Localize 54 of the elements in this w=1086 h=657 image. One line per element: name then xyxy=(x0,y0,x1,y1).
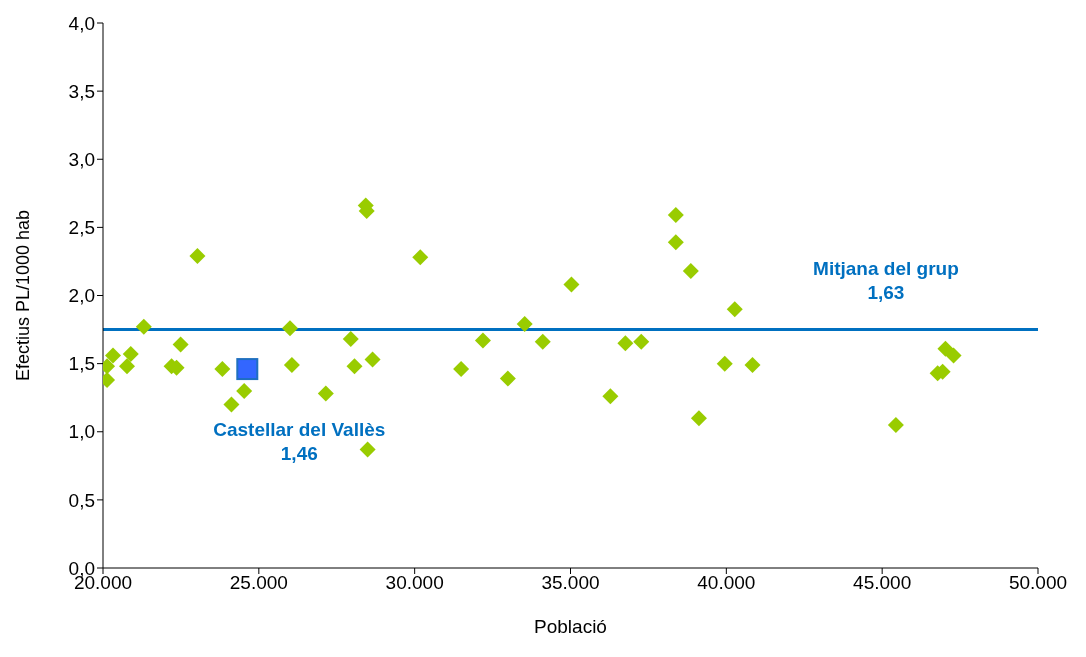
point xyxy=(499,370,516,387)
point xyxy=(945,347,962,364)
point xyxy=(617,335,634,352)
y-tick-label: 1,0 xyxy=(68,421,95,443)
point xyxy=(633,333,650,350)
point xyxy=(223,396,240,413)
point xyxy=(214,361,231,378)
point xyxy=(104,347,121,364)
point xyxy=(726,301,743,318)
point xyxy=(667,234,684,251)
y-tick-label: 2,5 xyxy=(68,217,95,239)
annotation: Mitjana del grup 1,63 xyxy=(813,257,959,303)
point xyxy=(317,385,334,402)
point xyxy=(744,356,761,373)
point xyxy=(236,358,259,381)
point xyxy=(887,416,904,433)
x-tick-label: 35.000 xyxy=(541,572,600,594)
x-axis-title: Població xyxy=(534,616,607,637)
point xyxy=(682,262,699,279)
point xyxy=(364,351,381,368)
annotation: Castellar del Vallès 1,46 xyxy=(213,419,386,465)
point xyxy=(563,276,580,293)
point xyxy=(342,331,359,348)
point xyxy=(236,382,253,399)
y-tick-label: 1,5 xyxy=(68,353,95,375)
x-tick-label: 25.000 xyxy=(229,572,288,594)
point xyxy=(412,249,429,266)
y-tick-label: 4,0 xyxy=(68,12,95,34)
x-tick-label: 50.000 xyxy=(1008,572,1068,594)
y-tick-label: 3,5 xyxy=(68,80,95,102)
point xyxy=(690,410,707,427)
x-tick-label: 40.000 xyxy=(697,572,756,594)
point xyxy=(283,356,300,373)
x-tick-label: 30.000 xyxy=(385,572,444,594)
point xyxy=(122,346,139,363)
point xyxy=(667,207,684,224)
point xyxy=(282,320,298,337)
point xyxy=(453,361,470,378)
y-tick-label: 2,0 xyxy=(68,285,95,307)
point xyxy=(359,441,376,458)
y-tick-label: 0,5 xyxy=(68,489,95,511)
point xyxy=(189,247,206,264)
point xyxy=(716,355,733,372)
point xyxy=(172,336,189,353)
y-tick-label: 3,0 xyxy=(68,148,95,170)
point xyxy=(346,358,363,375)
point xyxy=(474,332,491,349)
x-tick-label: 45.000 xyxy=(853,572,912,594)
y-axis-title: Efectius PL/1000 hab xyxy=(13,209,34,382)
point xyxy=(119,358,135,375)
point xyxy=(516,316,533,333)
point xyxy=(534,333,551,350)
point xyxy=(135,318,152,335)
point xyxy=(602,388,619,405)
